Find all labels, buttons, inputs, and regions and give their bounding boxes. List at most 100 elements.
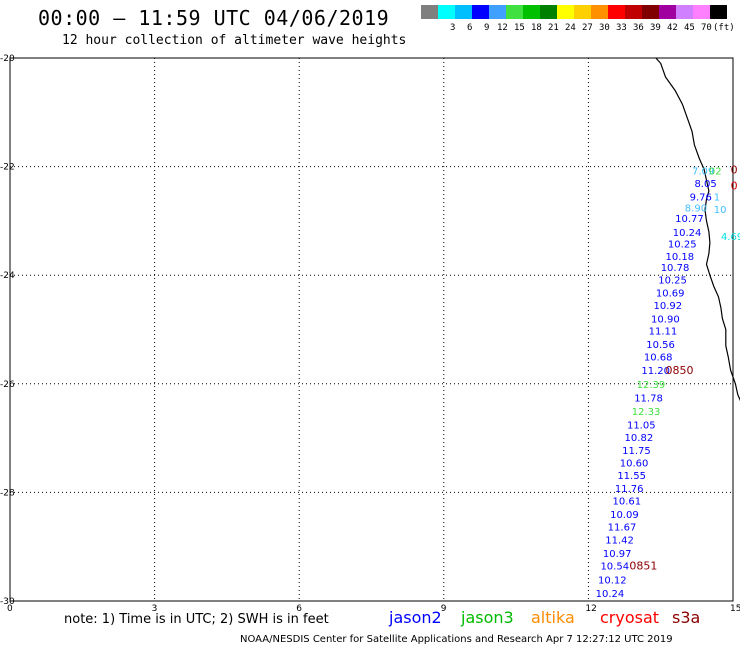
- wave-height-label: 11.76: [615, 484, 644, 495]
- colorbar-swatch: [540, 5, 557, 19]
- wave-height-label: 8.05: [694, 179, 716, 190]
- colorbar-swatch: [574, 5, 591, 19]
- colorbar-swatch: [608, 5, 625, 19]
- wave-height-label: 10.68: [644, 353, 673, 364]
- lat-tick-label: -22: [0, 163, 15, 173]
- axis-ticks: 0 3 6 9 12 15 -20 -22 -24 -26 -28 -30: [0, 54, 740, 614]
- page-subtitle: 12 hour collection of altimeter wave hei…: [62, 33, 407, 48]
- mission-legend-jason3: jason3: [461, 608, 514, 627]
- wave-height-label: 10.09: [610, 510, 639, 521]
- wave-height-label: 10.60: [620, 459, 649, 470]
- wave-height-label: 7.09: [692, 166, 714, 177]
- colorbar-label: 6: [467, 23, 473, 33]
- colorbar-label: 12: [497, 23, 508, 33]
- wave-height-label: 11.11: [649, 327, 678, 338]
- colorbar-swatch: [421, 5, 438, 19]
- colorbar-label: 30: [599, 23, 610, 33]
- wave-height-label: 10.97: [603, 549, 632, 560]
- colorbar-swatch: [472, 5, 489, 19]
- colorbar-swatch: [642, 5, 659, 19]
- wave-height-label: 9.76: [690, 192, 712, 203]
- wave-height-label: 12.39: [637, 380, 666, 391]
- lon-tick-label: 9: [441, 604, 447, 614]
- page-title: 00:00 – 11:59 UTC 04/06/2019: [38, 6, 390, 30]
- colorbar-label: 36: [633, 23, 644, 33]
- lon-tick-label: 15: [730, 604, 740, 614]
- map-grid: [10, 58, 733, 601]
- wave-height-label: 11.75: [622, 446, 651, 457]
- wave-height-label: 10.90: [651, 315, 680, 326]
- credit-footer: NOAA/NESDIS Center for Satellite Applica…: [240, 634, 673, 645]
- colorbar-label: 27: [582, 23, 593, 33]
- lat-tick-label: -30: [0, 597, 15, 607]
- wave-height-label: 10.77: [675, 214, 704, 225]
- wave-height-label: 11.05: [627, 421, 656, 432]
- colorbar-label: 3: [450, 23, 456, 33]
- lat-tick-label: -20: [0, 54, 15, 64]
- wave-height-label: 10.61: [613, 497, 642, 508]
- colorbar-label: 42: [667, 23, 678, 33]
- colorbar-swatch: [489, 5, 506, 19]
- coastline: [655, 57, 740, 402]
- colorbar-unit-label: (ft): [713, 23, 735, 33]
- colorbar-swatch: [625, 5, 642, 19]
- pass-time-label: 0: [731, 180, 738, 193]
- lat-tick-label: -28: [0, 488, 15, 498]
- wave-height-label: 10.82: [625, 433, 654, 444]
- colorbar-swatch: [557, 5, 574, 19]
- lat-tick-label: -24: [0, 271, 15, 281]
- pass-time-label: 0851: [629, 560, 657, 573]
- mission-legend-cryosat: cryosat: [600, 608, 660, 627]
- pass-time-label: 0850: [666, 364, 694, 377]
- wave-height-label: 11.67: [608, 523, 637, 534]
- lon-tick-label: 3: [152, 604, 158, 614]
- mission-legend-jason2: jason2: [389, 608, 442, 627]
- colorbar-swatch: [506, 5, 523, 19]
- wave-height-label: 11.20: [641, 366, 670, 377]
- wave-height-label: 11.42: [605, 536, 634, 547]
- lat-tick-label: -26: [0, 380, 15, 390]
- wave-height-label: 10.18: [666, 252, 695, 263]
- colorbar-swatch: [710, 5, 727, 19]
- map-frame: [9, 57, 734, 602]
- wave-height-label: 10.92: [653, 301, 682, 312]
- lon-tick-label: 12: [585, 604, 596, 614]
- colorbar-swatch: [693, 5, 710, 19]
- wave-height-label: 10.78: [661, 263, 690, 274]
- colorbar-swatch: [659, 5, 676, 19]
- wave-height-label: 10.54: [600, 562, 629, 573]
- colorbar-label: 39: [650, 23, 661, 33]
- lon-tick-label: 0: [7, 604, 13, 614]
- colorbar-label: 21: [548, 23, 559, 33]
- wave-height-label: 02: [709, 166, 722, 177]
- wave-height-label: 10: [714, 205, 727, 216]
- colorbar-label: 33: [616, 23, 627, 33]
- wave-height-label: 1: [714, 192, 720, 203]
- colorbar-label: 70: [701, 23, 712, 33]
- colorbar-label: 15: [514, 23, 525, 33]
- wave-height-label: 8.90: [685, 203, 707, 214]
- legend-note: note: 1) Time is in UTC; 2) SWH is in fe…: [64, 612, 329, 627]
- colorbar-swatch: [455, 5, 472, 19]
- wave-height-label: 10.25: [668, 240, 697, 251]
- wave-height-label: 12.33: [632, 407, 661, 418]
- colorbar-label: 9: [484, 23, 490, 33]
- wave-height-label: 10.24: [673, 228, 702, 239]
- wave-height-label: 4.69: [721, 232, 740, 243]
- lon-tick-label: 6: [296, 604, 302, 614]
- wave-height-label: 10.56: [646, 340, 675, 351]
- wave-height-label: 10.25: [658, 276, 687, 287]
- wave-height-label: 11.55: [617, 471, 646, 482]
- colorbar-label: 24: [565, 23, 576, 33]
- colorbar-swatch: [591, 5, 608, 19]
- mission-legend-altika: altika: [531, 608, 575, 627]
- colorbar-swatch: [676, 5, 693, 19]
- colorbar-label: 18: [531, 23, 542, 33]
- colorbar-swatch: [438, 5, 455, 19]
- wave-height-label: 10.69: [656, 289, 685, 300]
- mission-legend-s3a: s3a: [672, 608, 701, 627]
- wave-height-label: 10.12: [598, 575, 627, 586]
- wave-height-label: 10.24: [596, 589, 625, 600]
